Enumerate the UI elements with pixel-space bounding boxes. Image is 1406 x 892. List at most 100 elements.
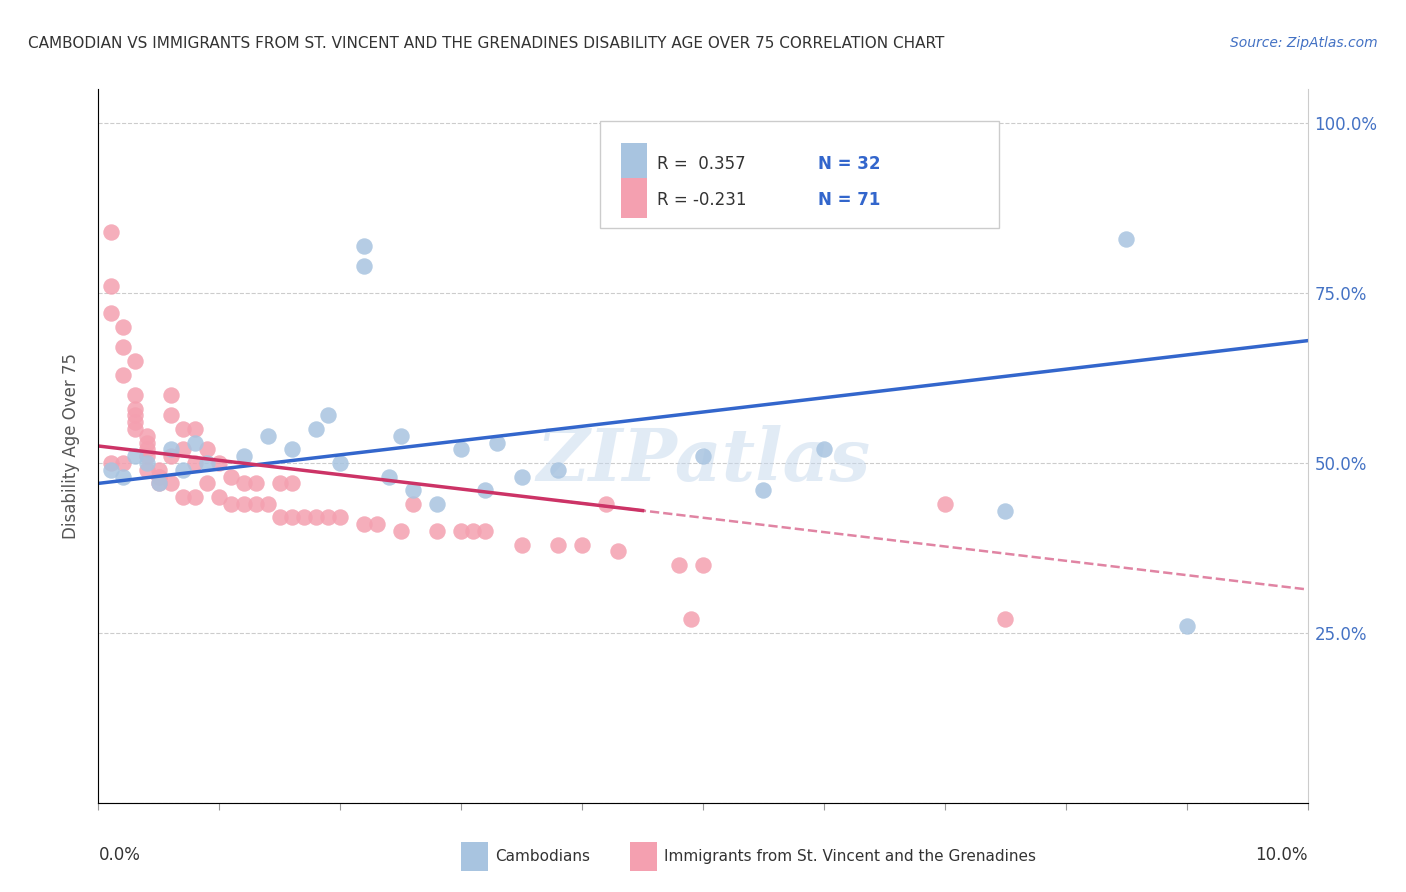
Point <box>1175 619 1198 633</box>
Point <box>232 449 254 463</box>
Point <box>510 537 533 551</box>
Point <box>135 449 157 463</box>
Point <box>100 279 122 293</box>
Bar <box>461 842 488 871</box>
Point <box>195 476 218 491</box>
Point <box>100 456 122 470</box>
Point <box>281 476 304 491</box>
Point <box>184 435 207 450</box>
Point <box>292 510 315 524</box>
Point <box>135 456 157 470</box>
Text: Immigrants from St. Vincent and the Grenadines: Immigrants from St. Vincent and the Gren… <box>664 849 1036 863</box>
Point <box>135 442 157 457</box>
Point <box>124 354 146 368</box>
Point <box>510 469 533 483</box>
Point <box>402 497 425 511</box>
Point <box>329 510 352 524</box>
Point <box>1115 232 1137 246</box>
Bar <box>621 143 647 182</box>
Point <box>994 503 1017 517</box>
Point <box>463 524 485 538</box>
Point <box>148 463 170 477</box>
Point <box>305 510 328 524</box>
Text: 10.0%: 10.0% <box>1256 846 1308 863</box>
Text: ZIPatlas: ZIPatlas <box>536 425 870 496</box>
Bar <box>630 842 657 871</box>
Point <box>124 422 146 436</box>
Point <box>692 558 714 572</box>
Point <box>486 435 509 450</box>
Point <box>135 463 157 477</box>
Point <box>389 429 412 443</box>
Point <box>172 442 194 457</box>
Point <box>269 510 291 524</box>
Point <box>172 422 194 436</box>
Text: Source: ZipAtlas.com: Source: ZipAtlas.com <box>1230 36 1378 50</box>
Point <box>426 524 449 538</box>
Point <box>160 449 183 463</box>
Point <box>595 497 617 511</box>
Point <box>281 442 304 457</box>
Point <box>148 469 170 483</box>
Text: 0.0%: 0.0% <box>98 846 141 863</box>
Point <box>160 388 183 402</box>
Point <box>160 409 183 423</box>
Point <box>256 497 278 511</box>
Text: R =  0.357: R = 0.357 <box>657 155 745 173</box>
Point <box>269 476 291 491</box>
Point <box>221 497 243 511</box>
Point <box>124 401 146 416</box>
Point <box>607 544 630 558</box>
Point <box>111 341 134 355</box>
Point <box>232 497 254 511</box>
Point <box>111 456 134 470</box>
Point <box>934 497 956 511</box>
Point <box>353 259 375 273</box>
Point <box>124 409 146 423</box>
Point <box>474 524 496 538</box>
Point <box>305 422 328 436</box>
Point <box>813 442 835 457</box>
Point <box>124 449 146 463</box>
Point <box>353 238 375 252</box>
Point <box>135 435 157 450</box>
Text: N = 32: N = 32 <box>818 155 880 173</box>
FancyBboxPatch shape <box>600 121 1000 228</box>
Point <box>256 429 278 443</box>
Point <box>474 483 496 498</box>
Text: R = -0.231: R = -0.231 <box>657 191 747 209</box>
Point <box>668 558 690 572</box>
Point <box>281 510 304 524</box>
Point <box>232 476 254 491</box>
Point <box>692 449 714 463</box>
Point <box>752 483 775 498</box>
Point <box>221 469 243 483</box>
Point <box>100 225 122 239</box>
Point <box>100 463 122 477</box>
Point <box>547 463 569 477</box>
Text: Cambodians: Cambodians <box>495 849 591 863</box>
Point <box>571 537 593 551</box>
Point <box>426 497 449 511</box>
Point <box>208 490 231 504</box>
Point <box>111 320 134 334</box>
Point <box>994 612 1017 626</box>
Point <box>184 422 207 436</box>
Point <box>195 456 218 470</box>
Point <box>160 442 183 457</box>
Point <box>184 490 207 504</box>
Point <box>366 517 388 532</box>
Point <box>100 306 122 320</box>
Point <box>135 429 157 443</box>
Point <box>195 442 218 457</box>
Point <box>111 469 134 483</box>
Point <box>111 368 134 382</box>
Point <box>172 463 194 477</box>
Point <box>450 524 472 538</box>
Point <box>450 442 472 457</box>
Point <box>184 456 207 470</box>
Bar <box>621 178 647 218</box>
Point <box>148 476 170 491</box>
Text: CAMBODIAN VS IMMIGRANTS FROM ST. VINCENT AND THE GRENADINES DISABILITY AGE OVER : CAMBODIAN VS IMMIGRANTS FROM ST. VINCENT… <box>28 36 945 51</box>
Point <box>148 476 170 491</box>
